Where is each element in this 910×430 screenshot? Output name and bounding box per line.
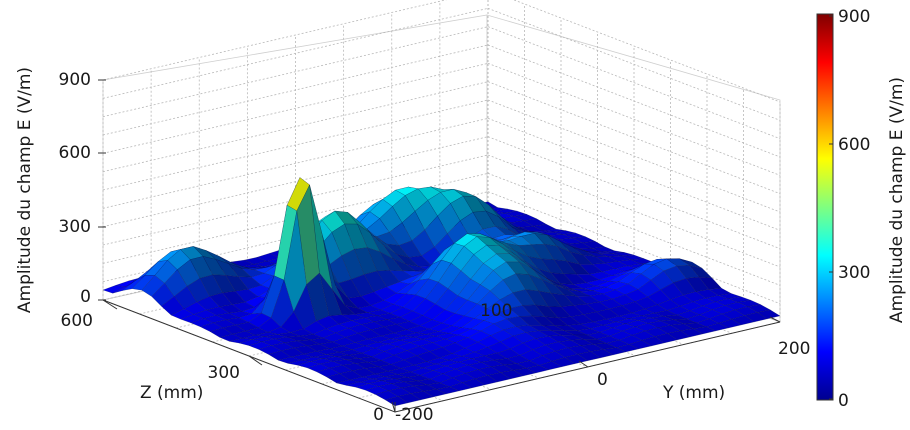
y-mm-tick-label: 200 — [778, 339, 810, 359]
colorbar-tick-label: 900 — [838, 7, 870, 27]
amplitude-tick-label: 900 — [59, 70, 91, 90]
y-mm-tick-label: 0 — [597, 370, 608, 390]
grid-line — [102, 0, 447, 81]
colorbar-tick-label: 300 — [838, 263, 870, 283]
y-mm-tick-label: -200 — [395, 405, 434, 425]
colorbar-tick-label: 0 — [838, 391, 849, 411]
colorbar-gradient — [816, 13, 834, 401]
grid-line — [102, 26, 489, 118]
grid-line — [487, 154, 781, 268]
grid-line — [512, 0, 781, 103]
amplitude-tick-label: 300 — [59, 217, 91, 237]
colorbar-tick-label: 600 — [838, 135, 870, 155]
z-mm-axis: 600 300 0 Z (mm) — [61, 299, 396, 425]
grid-line — [487, 26, 781, 140]
y-mm-axis-label: Y (mm) — [662, 383, 725, 403]
amplitude-tick-label: 0 — [80, 287, 91, 307]
y-mm-axis: -200 0 200 Y (mm) — [391, 316, 810, 425]
grid-line — [487, 62, 781, 176]
amplitude-axis-label: Amplitude du champ E (V/m) — [15, 67, 35, 313]
colorbar: 900 600 300 0 Amplitude du champ E (V/m) — [816, 7, 907, 411]
z-mm-tick-label: 300 — [208, 363, 240, 383]
amplitude-axis: 900 600 300 0 Amplitude du champ E (V/m) — [15, 67, 106, 313]
surface-annotation: 100 — [480, 301, 512, 321]
grid-line — [487, 117, 781, 231]
z-mm-tick-label: 0 — [373, 405, 384, 425]
grid-line — [102, 62, 489, 154]
colorbar-label: Amplitude du champ E (V/m) — [887, 77, 907, 323]
grid-line — [102, 117, 489, 209]
z-mm-axis-label: Z (mm) — [140, 383, 203, 403]
amplitude-tick-label: 600 — [59, 143, 91, 163]
z-mm-tick-label: 600 — [61, 311, 93, 331]
grid-line — [487, 191, 781, 305]
surface-plot — [102, 177, 781, 407]
surface-facet — [384, 396, 409, 407]
